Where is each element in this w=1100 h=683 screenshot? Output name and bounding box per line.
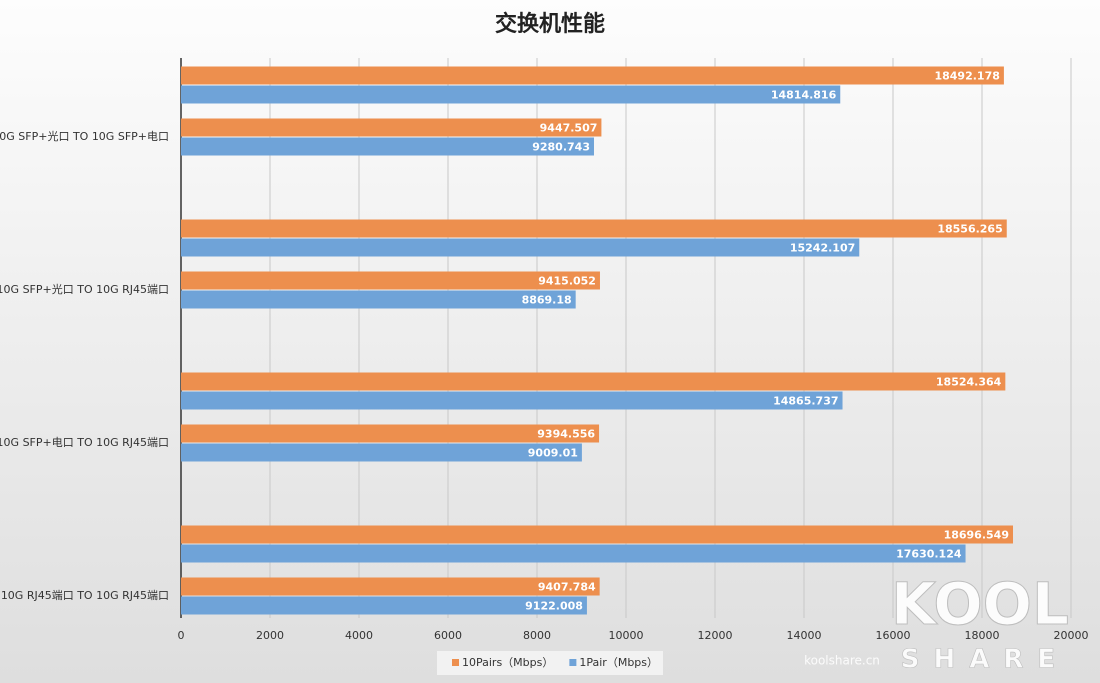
value-label: 14865.737 bbox=[773, 395, 838, 408]
legend-swatch bbox=[569, 659, 577, 666]
chart-title: 交换机性能 bbox=[495, 11, 605, 37]
bar bbox=[181, 271, 600, 290]
watermark: KOOL SHARE koolshare.cn bbox=[804, 570, 1069, 675]
value-label: 9407.784 bbox=[538, 581, 596, 594]
x-tick-label: 6000 bbox=[434, 629, 462, 642]
x-tick-label: 16000 bbox=[876, 629, 911, 642]
bar bbox=[181, 577, 600, 596]
bar bbox=[181, 118, 602, 137]
bar bbox=[181, 596, 587, 615]
x-tick-label: 2000 bbox=[256, 629, 284, 642]
y-tick-label: 10G SFP+光口 TO 10G SFP+电口 bbox=[0, 129, 169, 143]
bar bbox=[181, 66, 1004, 85]
bar bbox=[181, 443, 582, 462]
x-tick-label: 12000 bbox=[698, 629, 733, 642]
bar bbox=[181, 137, 594, 156]
value-label: 9447.507 bbox=[540, 122, 598, 135]
value-label: 18492.178 bbox=[934, 70, 999, 83]
value-label: 18696.549 bbox=[944, 529, 1009, 542]
value-label: 9280.743 bbox=[532, 141, 590, 154]
x-tick-label: 0 bbox=[178, 629, 185, 642]
bar bbox=[181, 372, 1006, 391]
bar bbox=[181, 544, 966, 563]
x-tick-label: 8000 bbox=[523, 629, 551, 642]
plot: 0 2000 4000 6000 8000 10000 12000 14000 16000 180… bbox=[0, 58, 1089, 642]
y-tick-label: 10G RJ45端口 TO 10G RJ45端口 bbox=[1, 589, 169, 602]
x-tick-label: 10000 bbox=[609, 629, 644, 642]
bar bbox=[181, 424, 600, 443]
value-label: 9415.052 bbox=[538, 275, 596, 288]
x-tick-label: 20000 bbox=[1054, 629, 1089, 642]
value-label: 17630.124 bbox=[896, 548, 962, 561]
value-label: 18556.265 bbox=[937, 223, 1002, 236]
x-tick-label: 18000 bbox=[965, 629, 1000, 642]
legend-swatch bbox=[452, 659, 459, 666]
y-tick-label: 10G SFP+光口 TO 10G RJ45端口 bbox=[0, 282, 169, 296]
bar bbox=[181, 290, 576, 309]
legend-label: 1Pair（Mbps） bbox=[579, 656, 658, 669]
x-tick-label: 14000 bbox=[787, 629, 822, 642]
value-label: 18524.364 bbox=[936, 376, 1002, 389]
value-label: 9394.556 bbox=[537, 428, 595, 441]
value-label: 14814.816 bbox=[771, 89, 837, 102]
watermark-logo: KOOL bbox=[891, 570, 1069, 638]
y-tick-label: 10G SFP+电口 TO 10G RJ45端口 bbox=[0, 436, 169, 449]
bar bbox=[181, 85, 841, 104]
value-label: 15242.107 bbox=[790, 242, 855, 255]
value-label: 8869.18 bbox=[522, 294, 572, 307]
legend-label: 10Pairs（Mbps） bbox=[462, 656, 553, 669]
watermark-site: koolshare.cn bbox=[804, 654, 880, 668]
bar bbox=[181, 391, 843, 410]
bar bbox=[181, 219, 1007, 238]
legend-box bbox=[437, 651, 663, 675]
value-label: 9009.01 bbox=[528, 447, 578, 460]
x-tick-label: 4000 bbox=[345, 629, 373, 642]
bar bbox=[181, 238, 860, 257]
bar bbox=[181, 525, 1013, 544]
value-label: 9122.008 bbox=[525, 600, 583, 613]
watermark-sub: SHARE bbox=[901, 645, 1069, 675]
